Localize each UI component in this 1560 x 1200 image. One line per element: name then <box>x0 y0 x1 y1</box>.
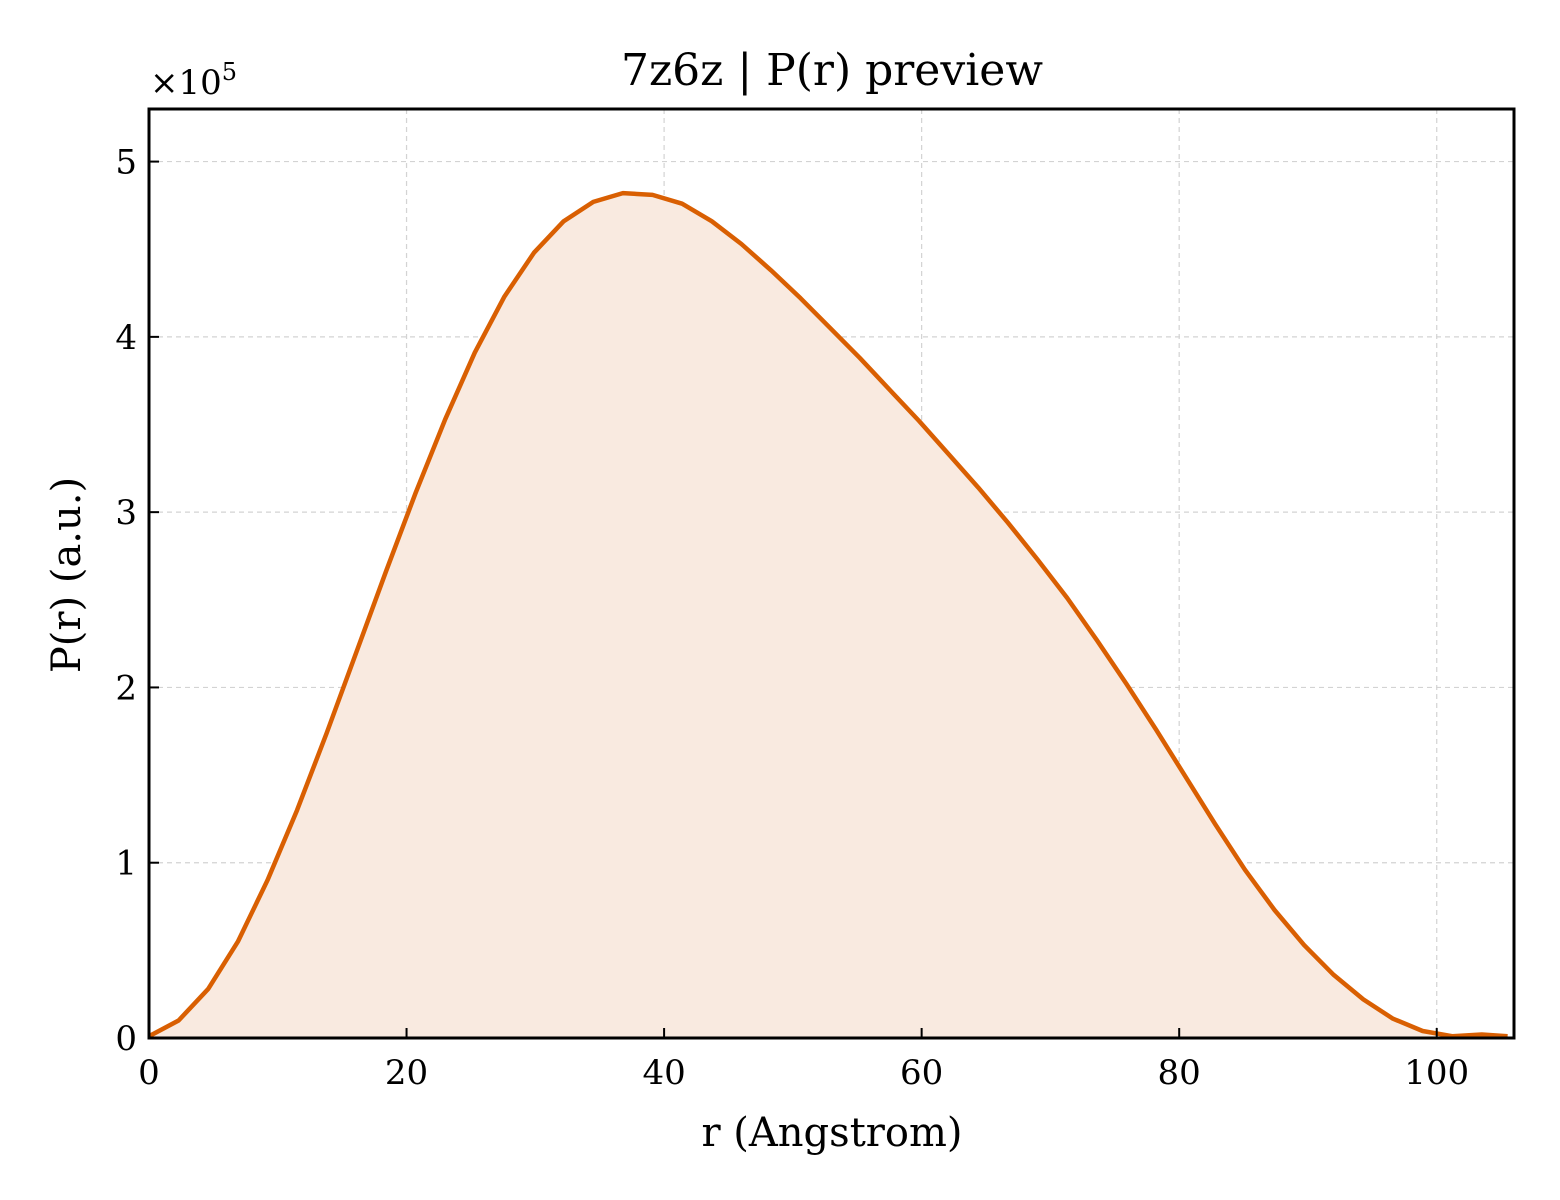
y-tick-label: 3 <box>115 493 137 533</box>
area-fill <box>149 193 1508 1039</box>
y-axis-label: P(r) (a.u.) <box>44 477 90 673</box>
x-tick-label: 60 <box>900 1053 943 1093</box>
axis-ticks: 0 20 40 60 80 100 0 1 2 3 4 5 <box>115 143 1469 1093</box>
x-tick-label: 80 <box>1158 1053 1201 1093</box>
y-tick-label: 1 <box>115 844 137 884</box>
y-offset-exponent: 5 <box>222 58 237 86</box>
x-tick-label: 100 <box>1404 1053 1469 1093</box>
x-tick-label: 0 <box>138 1053 160 1093</box>
y-tick-label: 5 <box>115 143 137 183</box>
series-line <box>147 190 1508 1039</box>
y-tick-label: 0 <box>115 1019 137 1059</box>
y-tick-label: 4 <box>115 318 137 358</box>
plot-frame <box>147 107 1516 1040</box>
y-offset-base: ×10 <box>150 63 222 103</box>
y-tick-label: 2 <box>115 668 137 708</box>
chart-title: 7z6z | P(r) preview <box>621 45 1043 96</box>
y-offset-label: ×105 <box>150 58 237 103</box>
x-axis-label: r (Angstrom) <box>701 1110 962 1156</box>
x-tick-label: 20 <box>385 1053 428 1093</box>
x-tick-label: 40 <box>642 1053 685 1093</box>
